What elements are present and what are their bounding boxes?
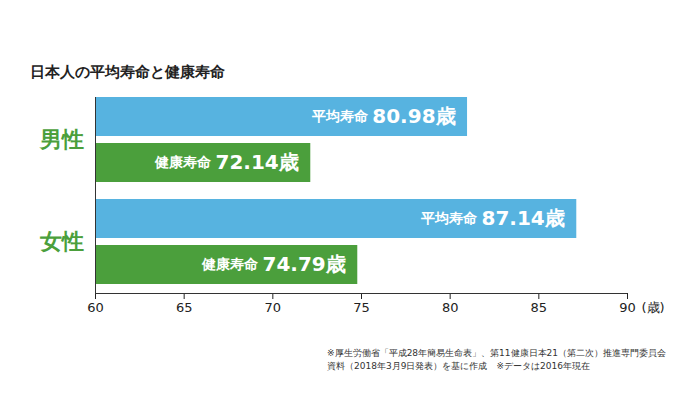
svg-text:60: 60: [87, 300, 104, 315]
svg-text:85: 85: [531, 300, 548, 315]
svg-text:72.14歳: 72.14歳: [216, 150, 299, 174]
svg-text:平均寿命: 平均寿命: [420, 210, 478, 226]
html-text:※厚生労働省「平成28年簡易生命表」、第11健康日本21（第: ※厚生労働省「平成28年簡易生命表」、第11健康日本21（第二次）推進専門委員会: [327, 348, 666, 358]
svg-text:90: 90: [619, 300, 636, 315]
svg-text:(歳): (歳): [642, 300, 665, 315]
svg-text:健康寿命: 健康寿命: [154, 154, 212, 170]
svg-text:女性: 女性: [39, 229, 84, 254]
svg-text:80: 80: [442, 300, 459, 315]
svg-text:健康寿命: 健康寿命: [201, 256, 259, 272]
svg-text:80.98歳: 80.98歳: [372, 104, 455, 128]
svg-text:74.79歳: 74.79歳: [263, 252, 346, 276]
html-text:日本人の平均寿命と健康寿命: 日本人の平均寿命と健康寿命: [30, 63, 225, 81]
svg-text:平均寿命: 平均寿命: [311, 108, 369, 124]
svg-text:75: 75: [353, 300, 370, 315]
svg-text:男性: 男性: [39, 127, 84, 152]
html-text:資料（2018年3月9日発表）を基に作成 ※データは2016: 資料（2018年3月9日発表）を基に作成 ※データは2016年現在: [327, 361, 590, 371]
svg-text:65: 65: [176, 300, 193, 315]
svg-text:70: 70: [265, 300, 282, 315]
svg-text:87.14歳: 87.14歳: [482, 206, 565, 230]
